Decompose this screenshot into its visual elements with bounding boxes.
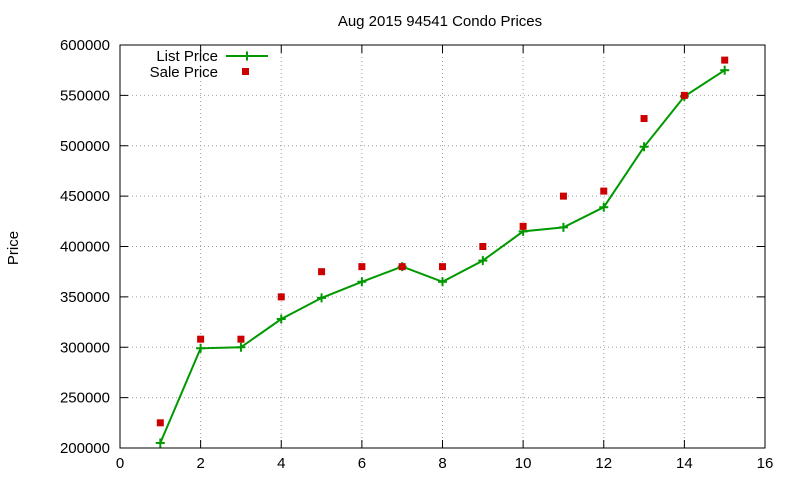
x-tick-label: 14 <box>676 455 693 472</box>
y-tick-label: 600000 <box>60 37 110 54</box>
data-point-sale-price <box>559 192 567 200</box>
x-tick-label: 4 <box>277 455 285 472</box>
data-point-list-price <box>357 277 367 287</box>
y-axis-label: Price <box>5 231 22 265</box>
y-tick-label: 500000 <box>60 138 110 155</box>
data-point-sale-price <box>358 263 366 271</box>
legend-plus-mark <box>242 51 252 61</box>
data-point-list-price <box>720 65 730 75</box>
y-tick-label: 300000 <box>60 339 110 356</box>
y-tick-label: 250000 <box>60 390 110 407</box>
legend-marker-list-price <box>242 51 252 61</box>
axis-ticks: 200000 250000 300000 350000 400000 450000 5000… <box>60 37 773 472</box>
data-point-list-price <box>196 343 206 353</box>
series-line-list-price <box>159 69 726 444</box>
y-tick-label: 400000 <box>60 239 110 256</box>
x-tick-label: 8 <box>438 455 446 472</box>
data-point-list-price <box>478 256 488 266</box>
x-tick-label: 10 <box>515 455 532 472</box>
data-point-list-price <box>438 277 447 287</box>
data-point-list-price <box>599 202 609 212</box>
data-point-sale-price <box>680 91 688 99</box>
data-point-sale-price <box>479 243 487 250</box>
plot-frame <box>119 44 766 449</box>
data-point-sale-price <box>398 263 406 271</box>
data-point-sale-price <box>156 419 164 427</box>
data-point-sale-price <box>439 263 446 271</box>
data-point-sale-price <box>721 56 729 64</box>
data-point-list-price <box>236 342 246 352</box>
data-point-list-price <box>639 142 649 152</box>
data-point-list-price <box>317 293 327 303</box>
y-tick-label: 450000 <box>60 188 110 205</box>
chart-title: Aug 2015 94541 Condo Prices <box>338 13 542 30</box>
data-point-sale-price <box>237 335 245 343</box>
y-tick-label: 200000 <box>60 440 110 457</box>
data-point-sale-price <box>600 187 608 195</box>
data-point-list-price <box>276 314 286 324</box>
grid-lines <box>120 45 765 448</box>
legend-label-sale-price: Sale Price <box>150 64 218 81</box>
data-point-sale-price <box>197 335 205 343</box>
legend: List Price Sale Price <box>150 48 268 81</box>
data-point-list-price <box>558 222 568 232</box>
x-tick-label: 0 <box>116 455 124 472</box>
legend-label-list-price: List Price <box>156 48 218 65</box>
data-point-list-price <box>155 438 165 448</box>
data-point-sale-price <box>640 115 648 123</box>
legend-marker-sale-price <box>242 68 249 75</box>
x-tick-label: 12 <box>595 455 612 472</box>
data-series <box>155 56 730 448</box>
x-tick-label: 6 <box>358 455 366 472</box>
x-tick-label: 2 <box>196 455 204 472</box>
y-tick-label: 350000 <box>60 289 110 306</box>
x-tick-label: 16 <box>757 455 774 472</box>
y-tick-label: 550000 <box>60 87 110 104</box>
data-point-sale-price <box>519 222 527 230</box>
data-point-sale-price <box>318 268 326 276</box>
data-point-sale-price <box>277 293 285 301</box>
